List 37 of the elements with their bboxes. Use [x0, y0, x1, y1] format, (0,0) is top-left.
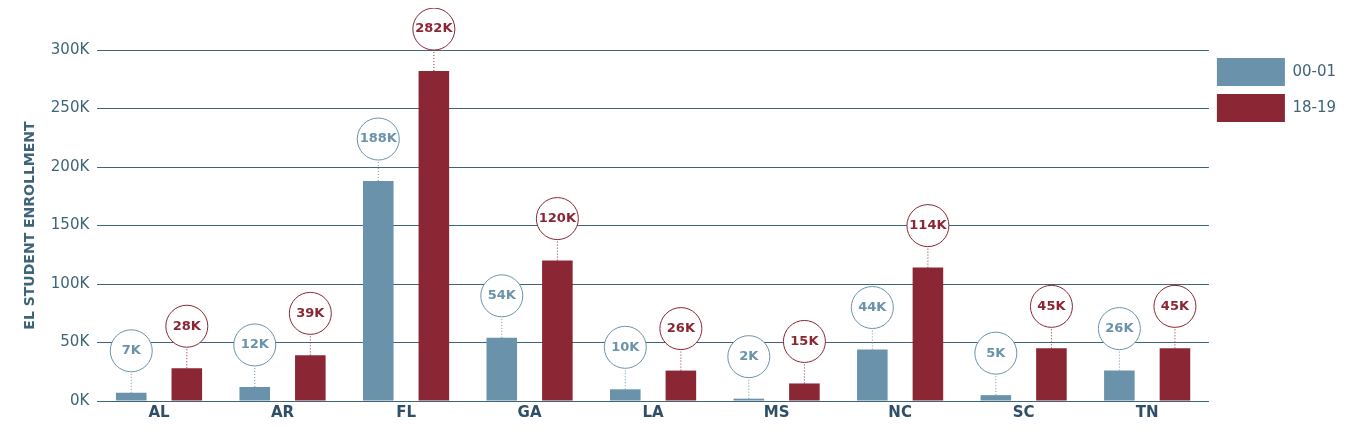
- legend-label: 18-19: [1292, 97, 1337, 116]
- x-tick-label: TN: [1135, 402, 1159, 421]
- x-tick-label: AL: [148, 402, 171, 421]
- data-label: 10K: [611, 338, 641, 354]
- y-tick-label: 50K: [60, 332, 91, 351]
- data-label: 114K: [909, 216, 948, 232]
- data-label: 26K: [1105, 319, 1135, 335]
- data-label: 12K: [240, 336, 270, 352]
- y-tick-label: 150K: [50, 215, 91, 234]
- data-label: 45K: [1160, 297, 1190, 313]
- data-label: 26K: [666, 319, 696, 335]
- x-tick-label: SC: [1012, 402, 1035, 421]
- y-axis-title: EL STUDENT ENROLLMENT: [21, 120, 38, 330]
- data-label: 54K: [487, 287, 517, 303]
- y-tick-label: 300K: [50, 39, 91, 58]
- y-tick-label: 0K: [69, 390, 91, 409]
- data-label: 120K: [538, 209, 577, 225]
- data-label: 45K: [1037, 297, 1067, 313]
- data-label: 28K: [172, 317, 202, 333]
- data-label: 39K: [296, 304, 326, 320]
- x-tick-label: LA: [642, 402, 665, 421]
- data-label: 5K: [986, 344, 1007, 360]
- data-label: 15K: [790, 332, 820, 348]
- x-tick-label: GA: [517, 402, 542, 421]
- legend-label: 00-01: [1292, 61, 1337, 80]
- y-tick-label: 100K: [50, 273, 91, 292]
- y-tick-label: 200K: [50, 156, 91, 175]
- data-label: 44K: [858, 298, 888, 314]
- x-tick-label: FL: [396, 402, 417, 421]
- x-tick-label: AR: [270, 402, 295, 421]
- x-tick-label: NC: [888, 402, 912, 421]
- data-label: 7K: [121, 342, 142, 358]
- data-label: 188K: [359, 130, 398, 146]
- data-label: 282K: [415, 20, 454, 36]
- y-tick-label: 250K: [50, 98, 91, 117]
- data-label: 2K: [739, 348, 760, 364]
- x-tick-label: MS: [763, 402, 790, 421]
